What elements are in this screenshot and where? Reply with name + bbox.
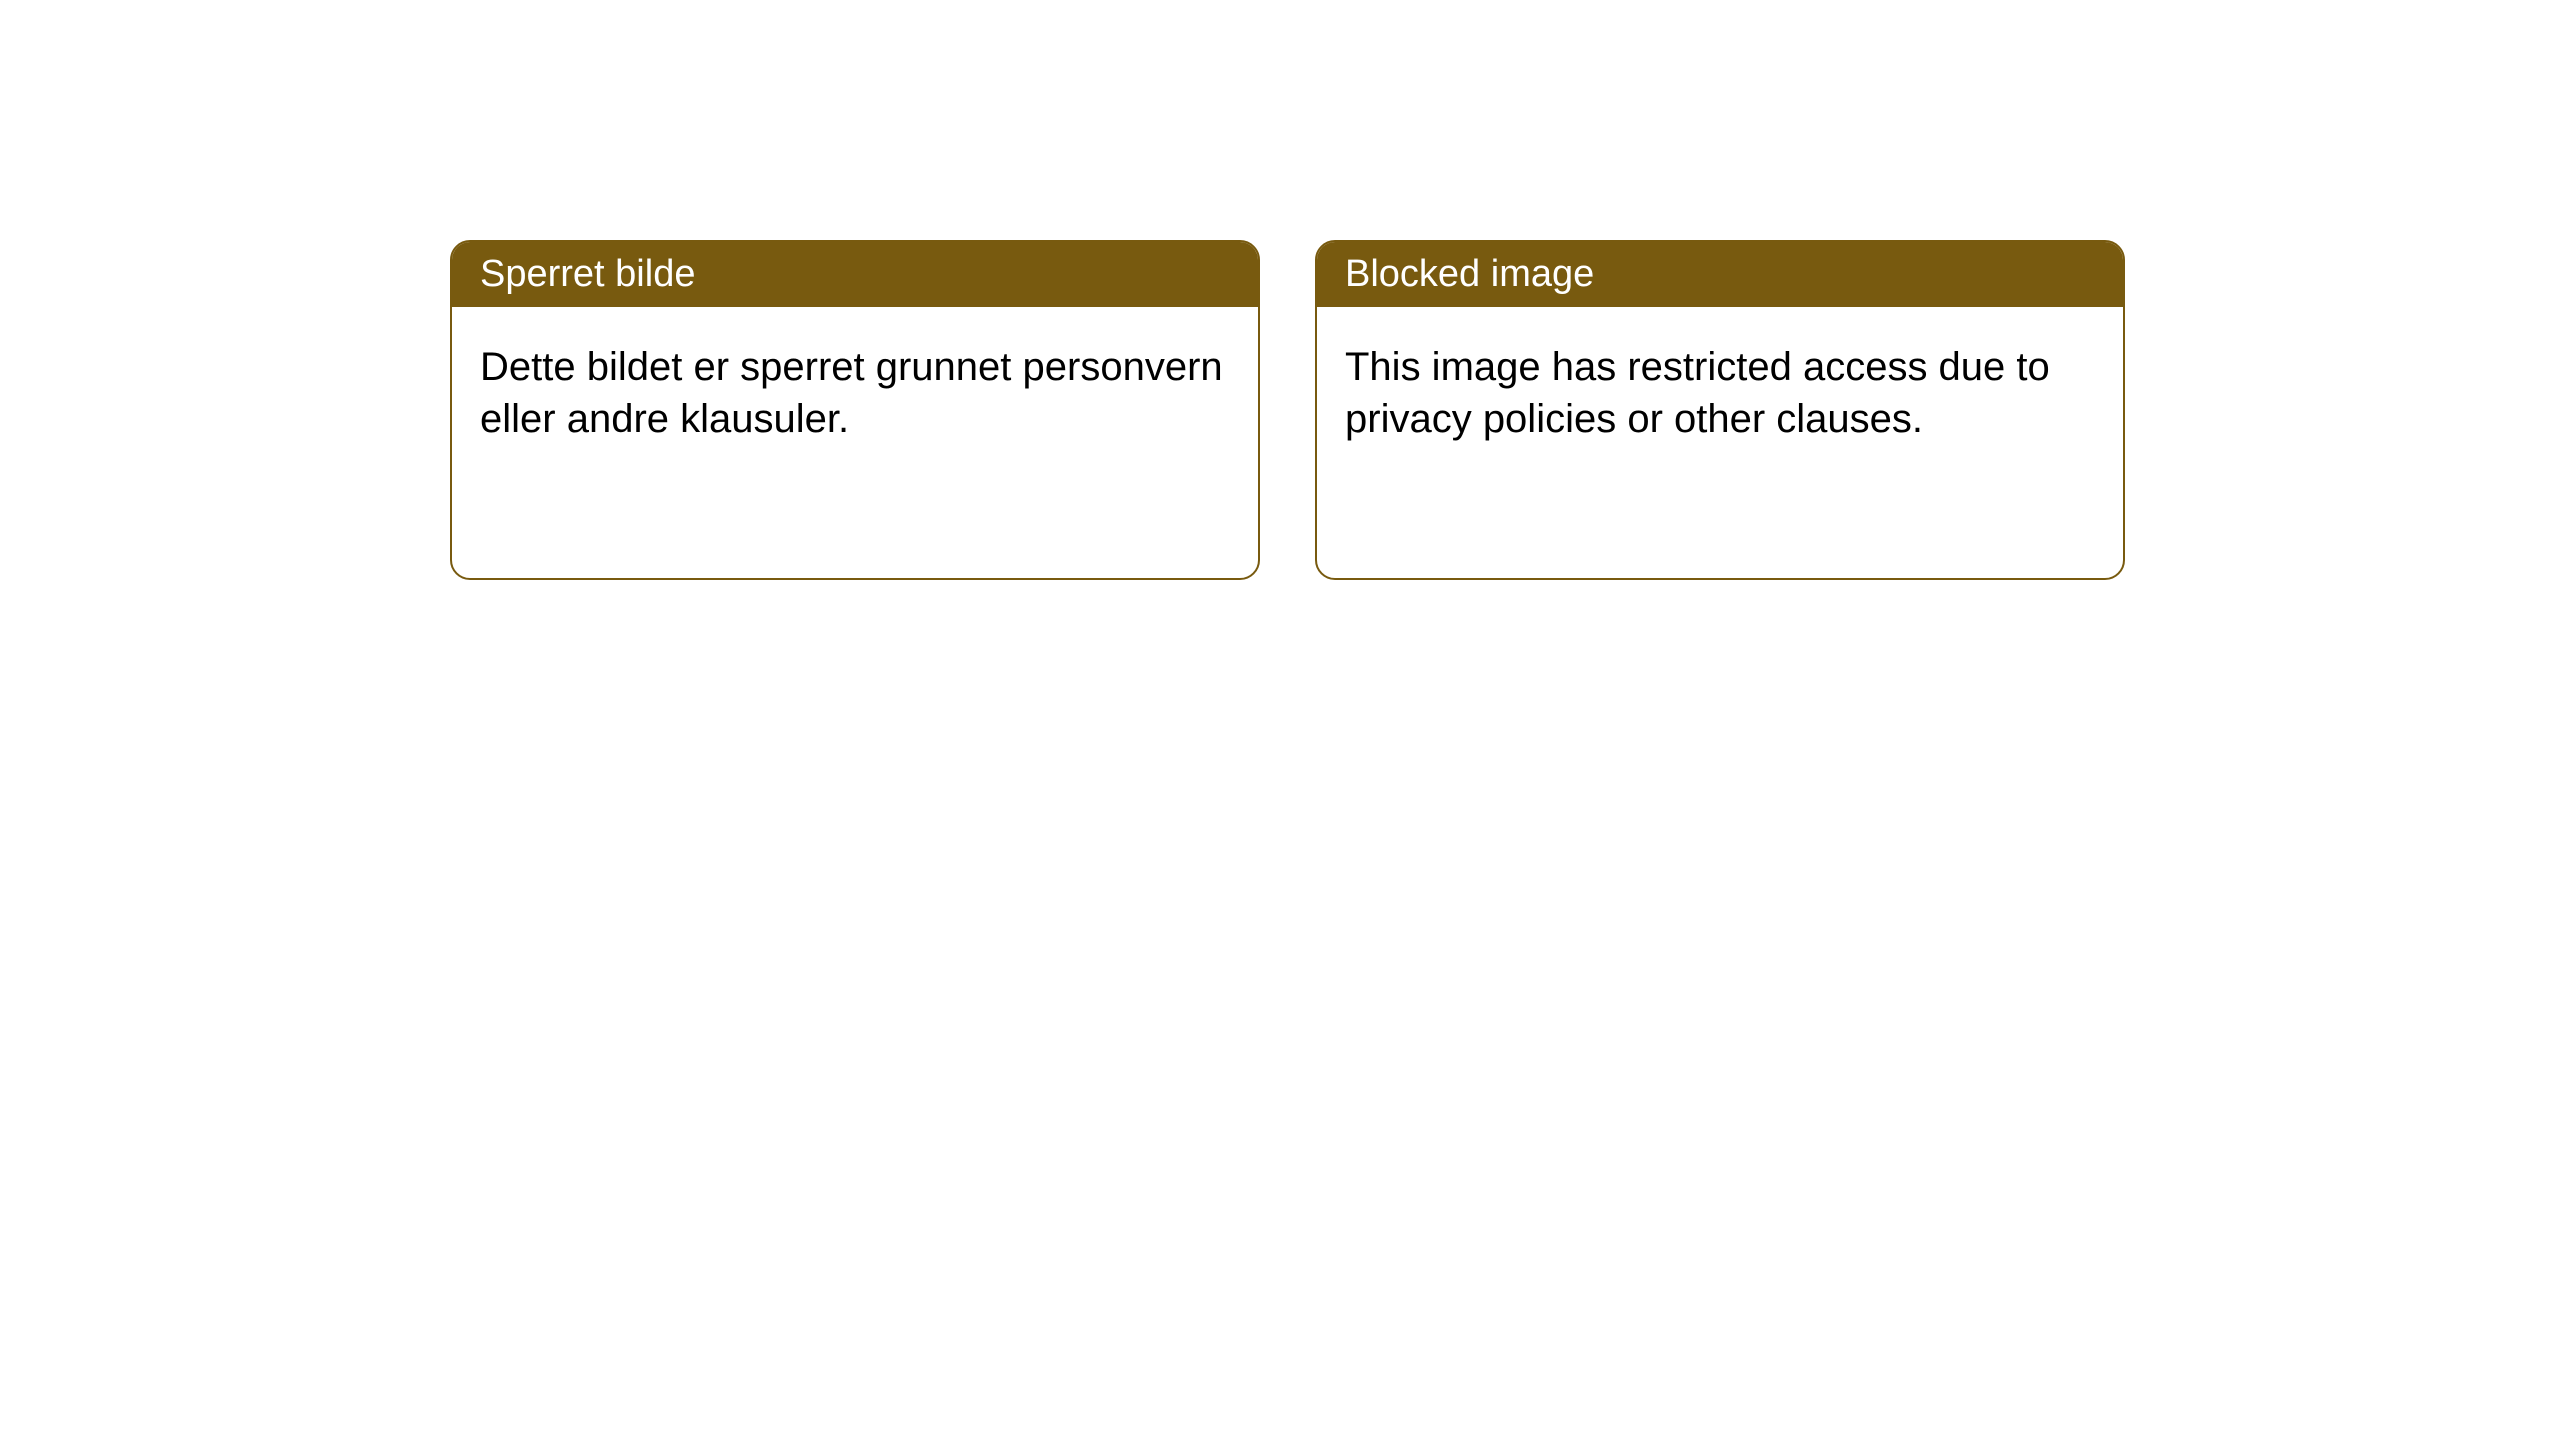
- card-body-english: This image has restricted access due to …: [1317, 307, 2123, 479]
- notice-card-norwegian: Sperret bilde Dette bildet er sperret gr…: [450, 240, 1260, 580]
- card-body-norwegian: Dette bildet er sperret grunnet personve…: [452, 307, 1258, 479]
- notice-cards-container: Sperret bilde Dette bildet er sperret gr…: [450, 240, 2125, 580]
- notice-card-english: Blocked image This image has restricted …: [1315, 240, 2125, 580]
- card-header-norwegian: Sperret bilde: [452, 242, 1258, 307]
- card-header-english: Blocked image: [1317, 242, 2123, 307]
